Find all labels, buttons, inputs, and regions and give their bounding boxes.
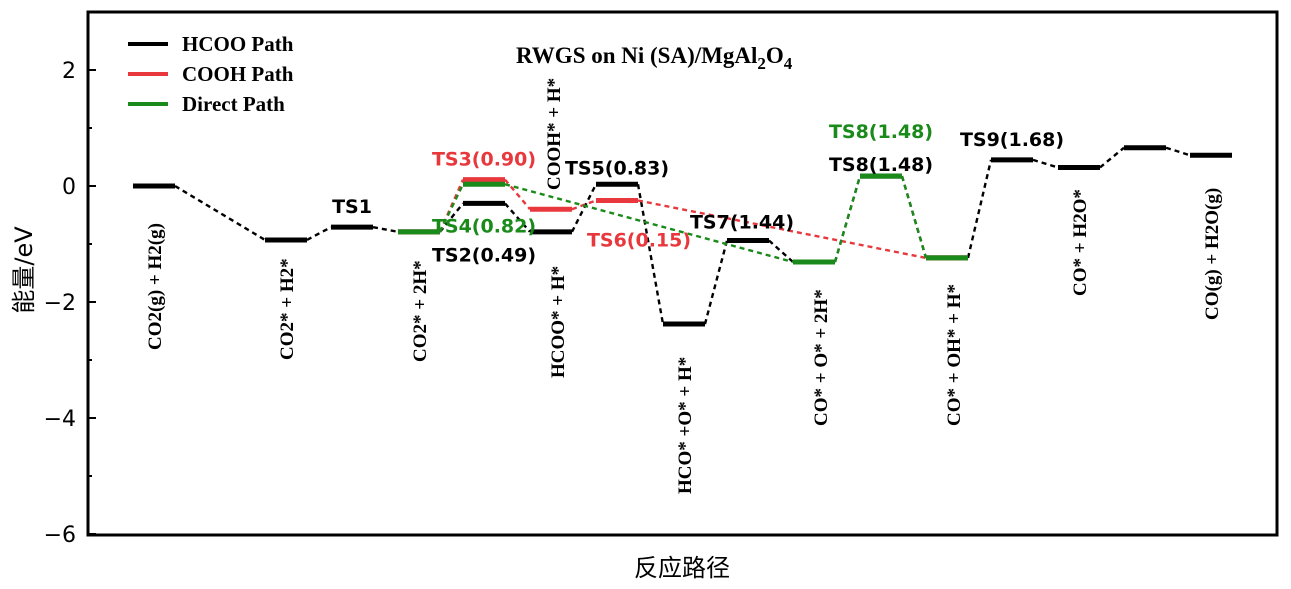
connector-hcoo xyxy=(504,202,531,233)
connector-hcoo xyxy=(1099,146,1125,169)
chart-title: RWGS on Ni (SA)/MgAl2O4 xyxy=(516,43,793,73)
legend-label-hcoo: HCOO Path xyxy=(182,32,294,56)
ts-label: TS8(1.48) xyxy=(829,121,933,143)
connector-hcoo xyxy=(306,226,332,241)
state-label: HCOO* + H* xyxy=(548,266,569,378)
connector-cooh xyxy=(504,178,531,210)
state-label: CO(g) + H2O(g) xyxy=(1202,188,1223,320)
connector-hcoo xyxy=(703,240,729,325)
connector-hcoo xyxy=(372,226,399,233)
legend-label-direct: Direct Path xyxy=(182,92,285,116)
y-tick-label: −6 xyxy=(44,523,76,548)
y-axis: 2 0 −2 −4 −6 xyxy=(44,11,96,548)
state-labels: CO2(g) + H2(g) CO2* + H2* CO2* + 2H* HCOO* … xyxy=(145,78,1223,494)
state-label: COOH* + H* xyxy=(544,78,565,190)
connector-direct xyxy=(900,175,928,259)
transition-state-labels: TS1 TS2(0.49) TS3(0.90) TS4(0.82) TS5(0.83) T… xyxy=(332,121,1064,266)
y-tick-label: 0 xyxy=(62,175,76,200)
connector-hcoo xyxy=(1032,158,1059,169)
connector-hcoo xyxy=(439,202,464,233)
state-label: CO2* + 2H* xyxy=(410,260,431,362)
ts-label: TS4(0.82) xyxy=(432,215,536,237)
state-label: HCO* +O* + H* xyxy=(675,357,696,494)
connector-hcoo xyxy=(174,184,266,241)
legend-label-cooh: COOH Path xyxy=(182,62,294,86)
ts-label: TS3(0.90) xyxy=(432,149,536,171)
connector-hcoo xyxy=(768,239,794,263)
state-label: CO2(g) + H2(g) xyxy=(145,223,166,350)
ts-label: TS7(1.44) xyxy=(690,212,794,234)
y-tick-label: −4 xyxy=(44,407,76,432)
state-label: CO2* + H2* xyxy=(277,258,298,360)
energy-levels xyxy=(133,145,1232,327)
ts-label: TS8(1.48) xyxy=(829,154,933,176)
state-label: CO* + O* + 2H* xyxy=(811,289,832,426)
y-tick-label: 2 xyxy=(62,59,76,84)
connector-hcoo xyxy=(966,159,993,259)
connector-hcoo xyxy=(636,184,665,325)
connector-direct xyxy=(504,183,794,264)
legend: HCOO Path COOH Path Direct Path xyxy=(128,32,294,116)
ts-label: TS1 xyxy=(332,196,372,218)
y-tick-label: −2 xyxy=(44,291,76,316)
connector-direct xyxy=(833,175,862,263)
x-axis-title: 反应路径 xyxy=(634,554,730,582)
ts-label: TS9(1.68) xyxy=(960,129,1064,151)
connector-hcoo xyxy=(1165,146,1191,157)
state-label: CO* + H2O* xyxy=(1070,189,1091,296)
connector-lines xyxy=(174,146,1191,325)
ts-label: TS5(0.83) xyxy=(565,157,669,179)
plot-frame xyxy=(86,10,1279,537)
y-axis-title: 能量/eV xyxy=(10,226,38,314)
ts-label: TS2(0.49) xyxy=(432,244,536,266)
state-label: CO* + OH* + H* xyxy=(944,284,965,426)
connector-cooh xyxy=(637,199,927,260)
ts-label: TS6(0.15) xyxy=(587,230,691,252)
